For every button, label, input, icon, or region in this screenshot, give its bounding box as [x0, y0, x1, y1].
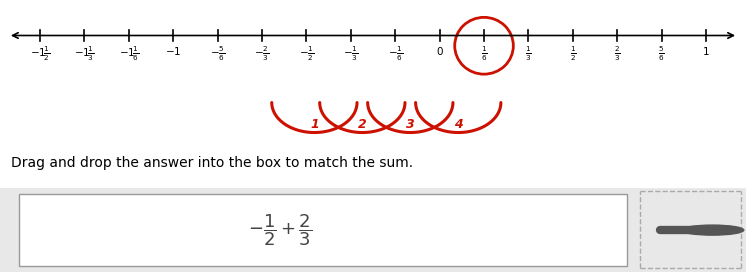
Text: 3: 3 [406, 118, 415, 131]
Text: $\frac{1}{2}$: $\frac{1}{2}$ [569, 45, 576, 63]
Text: $-\frac{2}{3}$: $-\frac{2}{3}$ [254, 45, 269, 63]
Text: 2: 2 [358, 118, 367, 131]
Text: $-1\!\frac{1}{3}$: $-1\!\frac{1}{3}$ [75, 45, 95, 63]
Text: 4: 4 [454, 118, 463, 131]
Text: 1: 1 [310, 118, 319, 131]
Text: $-1$: $-1$ [165, 45, 181, 57]
Text: $-\frac{1}{6}$: $-\frac{1}{6}$ [387, 45, 403, 63]
Text: $\frac{2}{3}$: $\frac{2}{3}$ [614, 45, 621, 63]
Text: $-\frac{5}{6}$: $-\frac{5}{6}$ [210, 45, 225, 63]
Circle shape [681, 225, 744, 235]
Text: $-\frac{1}{2}$: $-\frac{1}{2}$ [298, 45, 314, 63]
Text: $\frac{1}{6}$: $\frac{1}{6}$ [480, 45, 487, 63]
Text: $\frac{5}{6}$: $\frac{5}{6}$ [658, 45, 665, 63]
Text: $-1\!\frac{1}{2}$: $-1\!\frac{1}{2}$ [30, 45, 50, 63]
Text: $0$: $0$ [436, 45, 444, 57]
Text: $-\frac{1}{3}$: $-\frac{1}{3}$ [343, 45, 359, 63]
FancyBboxPatch shape [0, 188, 746, 272]
Text: $\frac{1}{3}$: $\frac{1}{3}$ [525, 45, 532, 63]
Text: $-\dfrac{1}{2}+\dfrac{2}{3}$: $-\dfrac{1}{2}+\dfrac{2}{3}$ [248, 212, 313, 248]
FancyBboxPatch shape [19, 194, 627, 266]
Text: $-1\!\frac{1}{6}$: $-1\!\frac{1}{6}$ [119, 45, 139, 63]
Text: $1$: $1$ [702, 45, 710, 57]
Text: Drag and drop the answer into the box to match the sum.: Drag and drop the answer into the box to… [11, 156, 413, 170]
